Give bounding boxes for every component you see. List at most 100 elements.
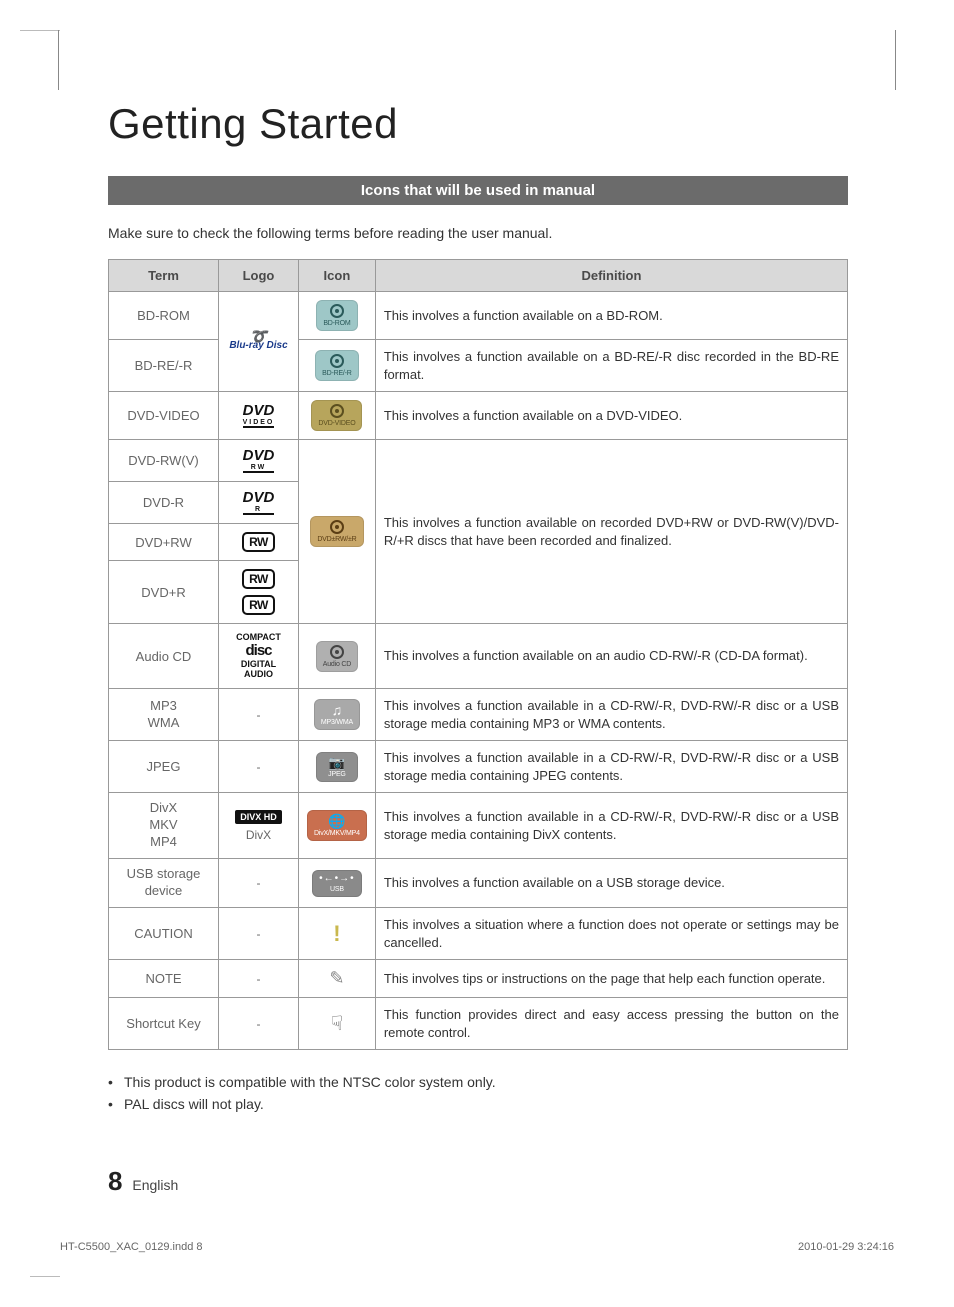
definition-cell: This involves a function available on a … [375,392,847,440]
crop-mark [20,30,60,70]
logo-dash: - [219,998,299,1050]
table-row: MP3 WMA - ♫MP3/WMA This involves a funct… [109,689,848,741]
table-row: DivX MKV MP4 DIVX HD DivX 🌐DivX/MKV/MP4 [109,793,848,859]
term-cell: DVD+R [109,561,219,624]
divx-hd-badge-icon: DIVX HD [235,810,282,824]
footnote-bullets: This product is compatible with the NTSC… [108,1074,848,1112]
icon-cell: ! [299,907,376,959]
term-cell: DVD+RW [109,524,219,561]
dvd-logo-icon: DVDRW [243,448,275,473]
logo-compact-disc: COMPACT disc DIGITAL AUDIO [219,624,299,689]
print-file: HT-C5500_XAC_0129.indd 8 [60,1241,202,1253]
col-term: Term [109,260,219,292]
rw-badge-icon: RW [242,595,275,615]
fold-mark [30,1276,60,1277]
print-timestamp: 2010-01-29 3:24:16 [798,1241,894,1253]
usb-icon: •←•→•USB [312,870,362,897]
definition-cell: This involves a situation where a functi… [375,907,847,959]
icon-cell: BD-RE/-R [299,340,376,392]
icon-cell: ☟ [299,998,376,1050]
print-marks: HT-C5500_XAC_0129.indd 8 2010-01-29 3:24… [60,1241,894,1253]
definition-cell: This involves a function available in a … [375,689,847,741]
table-row: DVD-RW(V) DVDRW DVD±RW/±R This involves … [109,440,848,482]
logo-dash: - [219,960,299,998]
dvd-logo-icon: DVDVIDEO [243,403,275,428]
compact-disc-logo-icon: COMPACT disc DIGITAL AUDIO [227,632,290,679]
note-icon: ✎ [329,968,344,988]
term-cell: Shortcut Key [109,998,219,1050]
term-cell: CAUTION [109,907,219,959]
icon-cell: DVD±RW/±R [299,440,376,624]
jpeg-icon: 📷JPEG [316,752,358,782]
term-cell: Audio CD [109,624,219,689]
icon-cell: ✎ [299,960,376,998]
col-def: Definition [375,260,847,292]
definition-cell: This function provides direct and easy a… [375,998,847,1050]
bluray-logo-icon: ➰Blu-ray Disc [229,332,287,351]
crop-mark [895,30,896,90]
caution-icon: ! [333,921,340,946]
logo-dvd-video: DVDVIDEO [219,392,299,440]
bd-rom-icon: BD-ROM [316,300,358,331]
term-cell: JPEG [109,741,219,793]
col-logo: Logo [219,260,299,292]
logo-dvd-rw: DVDRW [219,440,299,482]
rw-badge-icon: RW [242,532,275,552]
table-row: JPEG - 📷JPEG This involves a function av… [109,741,848,793]
page-number: 8 [108,1166,122,1196]
definition-cell: This involves a function available in a … [375,741,847,793]
manual-page: Getting Started Icons that will be used … [0,0,954,1307]
icons-table-body: BD-ROM ➰Blu-ray Disc BD-ROM This involve… [109,292,848,1050]
rw-badge-icon: RW [242,569,275,589]
term-cell: BD-ROM [109,292,219,340]
page-footer: 8 English [108,1166,178,1197]
icon-cell: Audio CD [299,624,376,689]
icon-cell: 🌐DivX/MKV/MP4 [299,793,376,859]
term-cell: DivX MKV MP4 [109,793,219,859]
definition-cell: This involves a function available on re… [375,440,847,624]
definition-cell: This involves a function available on an… [375,624,847,689]
icon-cell: DVD-VIDEO [299,392,376,440]
icons-table: Term Logo Icon Definition BD-ROM ➰Blu-ra… [108,259,848,1050]
table-row: BD-ROM ➰Blu-ray Disc BD-ROM This involve… [109,292,848,340]
logo-bluray: ➰Blu-ray Disc [219,292,299,392]
list-item: This product is compatible with the NTSC… [108,1074,848,1090]
logo-dvd-r: DVDR [219,482,299,524]
term-cell: NOTE [109,960,219,998]
table-row: Audio CD COMPACT disc DIGITAL AUDIO Audi… [109,624,848,689]
definition-cell: This involves a function available on a … [375,340,847,392]
logo-dash: - [219,859,299,908]
term-cell: USB storage device [109,859,219,908]
definition-cell: This involves a function available on a … [375,859,847,908]
logo-dvd-plus-rw: RW [219,524,299,561]
logo-divx: DIVX HD DivX [219,793,299,859]
table-row: NOTE - ✎ This involves tips or instructi… [109,960,848,998]
table-row: USB storage device - •←•→•USB This invol… [109,859,848,908]
term-cell: DVD-R [109,482,219,524]
intro-text: Make sure to check the following terms b… [108,225,848,241]
dvd-logo-icon: DVDR [243,490,275,515]
col-icon: Icon [299,260,376,292]
table-row: Shortcut Key - ☟ This function provides … [109,998,848,1050]
icon-cell: ♫MP3/WMA [299,689,376,741]
shortcut-key-icon: ☟ [331,1013,343,1035]
bd-re-icon: BD-RE/-R [315,350,359,381]
dvd-rw-icon: DVD±RW/±R [310,516,363,547]
definition-cell: This involves a function available on a … [375,292,847,340]
term-cell: MP3 WMA [109,689,219,741]
list-item: PAL discs will not play. [108,1096,848,1112]
definition-cell: This involves tips or instructions on th… [375,960,847,998]
definition-cell: This involves a function available in a … [375,793,847,859]
audio-cd-icon: Audio CD [316,641,358,672]
mp3-wma-icon: ♫MP3/WMA [314,699,360,730]
logo-dash: - [219,689,299,741]
section-banner: Icons that will be used in manual [108,176,848,205]
page-language: English [132,1177,178,1193]
page-title: Getting Started [108,100,848,148]
term-cell: DVD-VIDEO [109,392,219,440]
dvd-video-icon: DVD-VIDEO [311,400,362,431]
term-cell: BD-RE/-R [109,340,219,392]
divx-icon: 🌐DivX/MKV/MP4 [307,810,367,841]
table-row: DVD-VIDEO DVDVIDEO DVD-VIDEO This involv… [109,392,848,440]
term-cell: DVD-RW(V) [109,440,219,482]
